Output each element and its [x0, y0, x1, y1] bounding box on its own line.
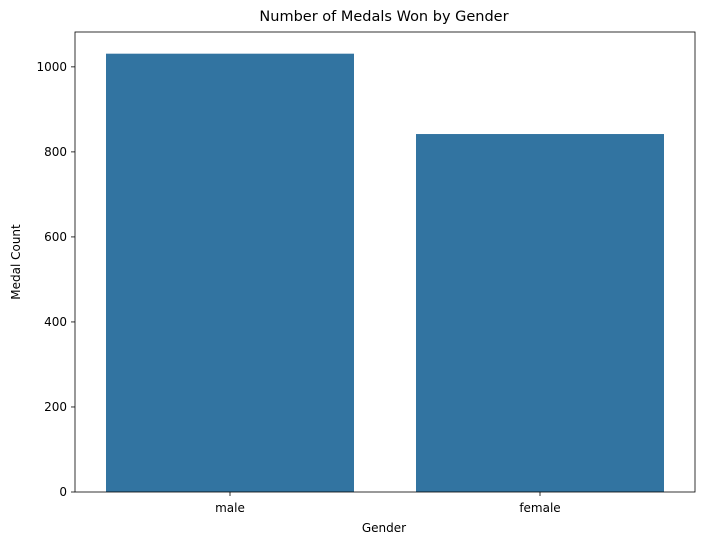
bar-female — [416, 134, 664, 492]
bars-group — [106, 53, 664, 493]
y-tick-label-0: 0 — [59, 485, 67, 499]
x-tick-label-female: female — [519, 501, 560, 515]
x-tick-label-male: male — [215, 501, 245, 515]
y-tick-label-400: 400 — [44, 315, 67, 329]
y-tick-label-200: 200 — [44, 400, 67, 414]
chart-title: Number of Medals Won by Gender — [259, 9, 508, 25]
y-tick-label-600: 600 — [44, 230, 67, 244]
y-tick-label-1000: 1000 — [36, 60, 67, 74]
bar-male — [106, 53, 354, 493]
y-axis-label: Medal Count — [9, 224, 23, 300]
y-tick-label-800: 800 — [44, 145, 67, 159]
x-axis-label: Gender — [362, 521, 406, 535]
x-axis: male female — [215, 492, 561, 515]
plot-frame — [74, 31, 696, 493]
y-axis: 0 200 400 600 800 1000 — [36, 60, 75, 499]
